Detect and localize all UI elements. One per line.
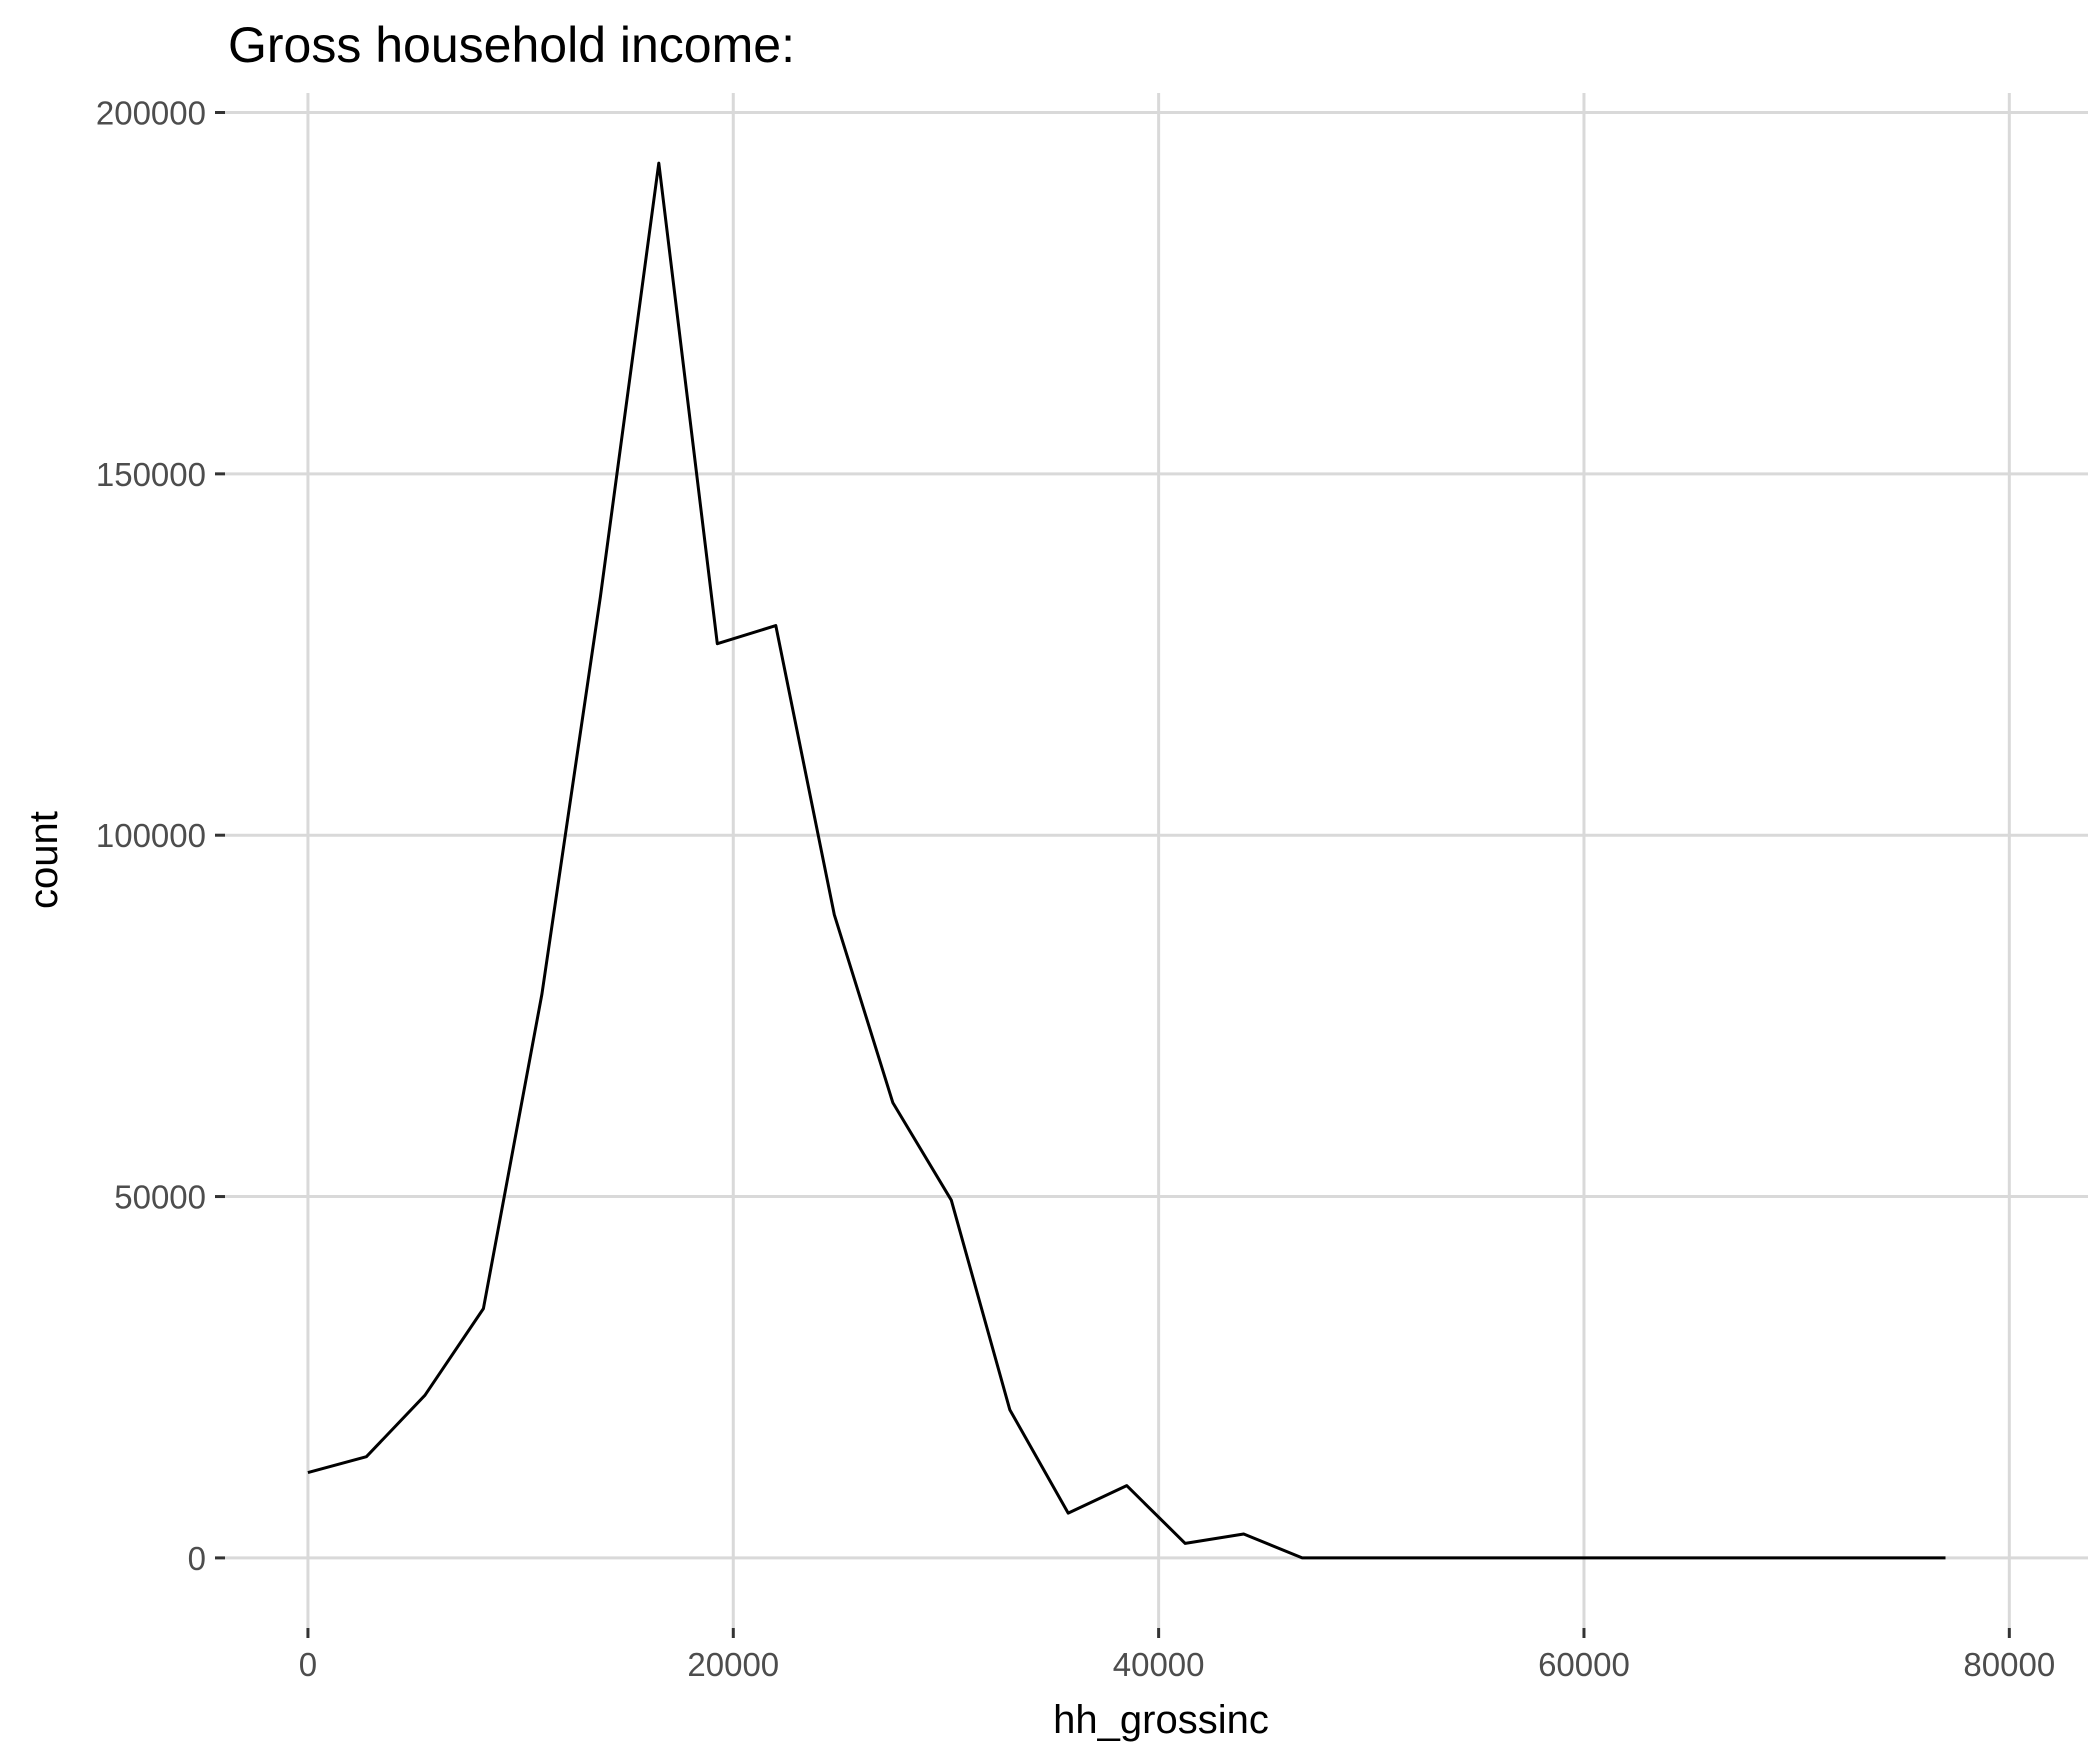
y-tick-label: 200000 [96, 95, 206, 132]
y-axis-title: count [22, 811, 66, 909]
x-tick-label: 0 [299, 1646, 317, 1683]
series-line [307, 161, 1946, 1560]
y-tick-label: 150000 [96, 456, 206, 493]
y-tick-label: 50000 [114, 1179, 206, 1216]
y-gridlines [225, 111, 2088, 1560]
y-tick-label: 0 [188, 1540, 206, 1577]
x-tick-label: 80000 [1963, 1646, 2055, 1683]
x-tick-label: 20000 [687, 1646, 779, 1683]
y-axis: 0 50000 100000 150000 200000 [96, 95, 225, 1577]
x-axis: 0 20000 40000 60000 80000 [299, 1628, 2055, 1683]
y-tick-label: 100000 [96, 817, 206, 854]
series-layer [307, 161, 1946, 1560]
x-axis-title: hh_grossinc [1053, 1698, 1269, 1742]
plot-panel [225, 93, 2088, 1628]
chart-title: Gross household income: [228, 17, 795, 73]
x-tick-label: 40000 [1113, 1646, 1205, 1683]
x-tick-label: 60000 [1538, 1646, 1630, 1683]
x-gridlines [306, 93, 2011, 1628]
